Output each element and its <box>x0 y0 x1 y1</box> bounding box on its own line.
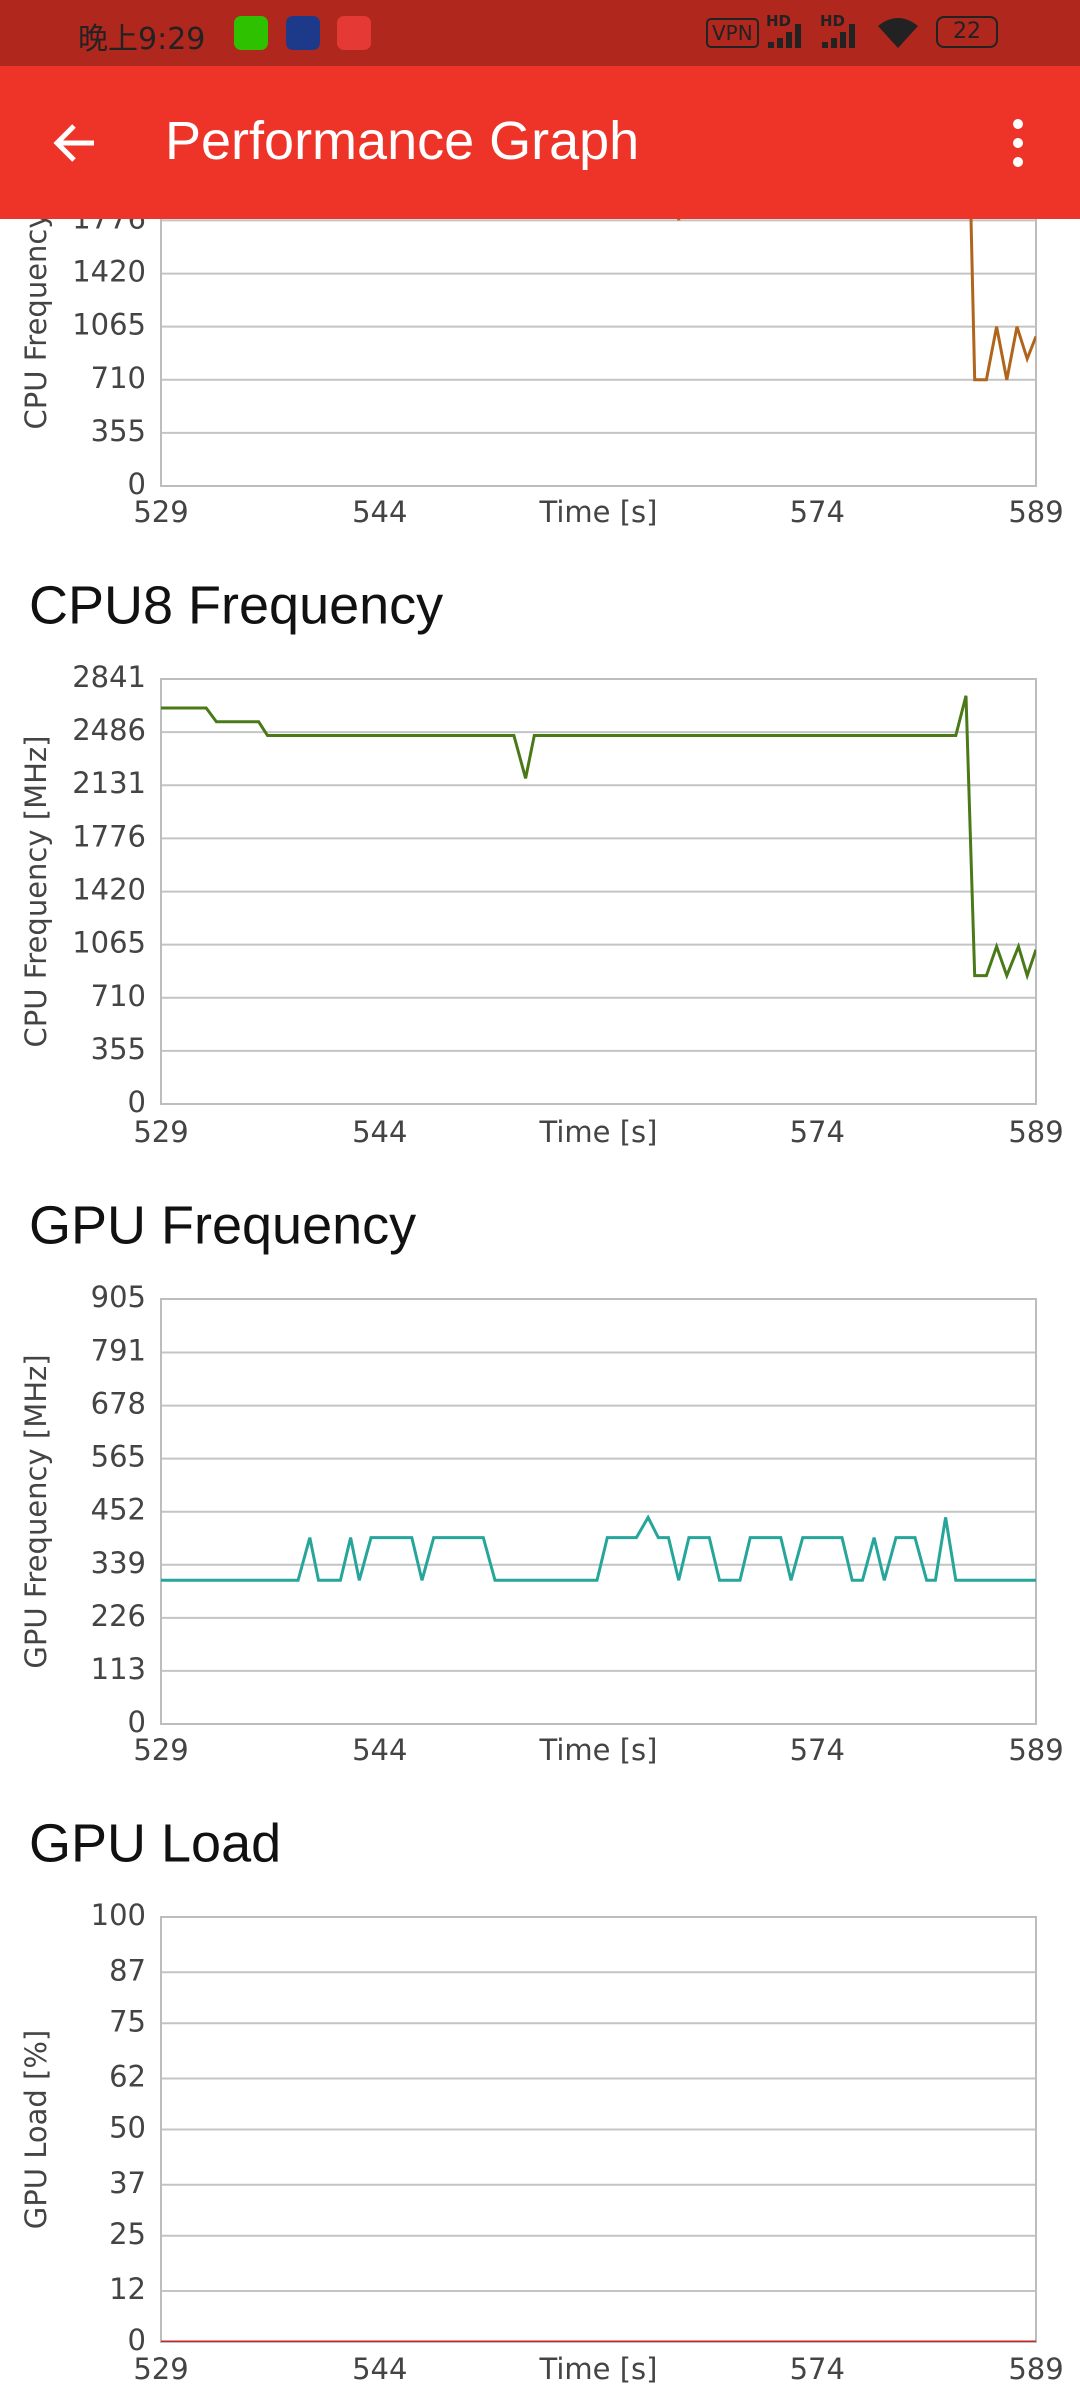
chart-title: GPU Load <box>29 1813 281 1873</box>
x-tick-label: 574 <box>790 1115 845 1149</box>
x-axis-title: Time [s] <box>539 495 658 529</box>
y-tick-label: 0 <box>128 467 146 501</box>
y-tick-label: 2131 <box>72 766 146 800</box>
clock: 晚上9:29 <box>78 22 206 57</box>
x-tick-label: 529 <box>133 495 188 529</box>
chart-title: CPU8 Frequency <box>29 575 443 635</box>
x-tick-label: 589 <box>1008 1733 1063 1767</box>
x-axis-title: Time [s] <box>539 1115 658 1149</box>
x-tick-label: 544 <box>352 1115 407 1149</box>
y-tick-label: 75 <box>109 2004 146 2038</box>
y-tick-label: 791 <box>91 1334 146 1368</box>
y-tick-label: 1776 <box>72 819 146 853</box>
battery: 22 <box>936 16 998 48</box>
vpn-badge: VPN <box>706 18 759 48</box>
back-button[interactable] <box>50 118 100 168</box>
app-icon <box>286 16 320 50</box>
x-tick-label: 574 <box>790 2352 845 2386</box>
y-tick-label: 226 <box>91 1599 146 1633</box>
x-tick-label: 589 <box>1008 495 1063 529</box>
app-bar: Performance Graph <box>0 66 1080 219</box>
hd-badge: HD <box>766 12 792 30</box>
x-axis-title: Time [s] <box>539 2352 658 2386</box>
x-tick-label: 529 <box>133 1115 188 1149</box>
y-tick-label: 12 <box>109 2272 146 2306</box>
y-tick-label: 1420 <box>72 873 146 907</box>
y-tick-label: 2841 <box>72 660 146 694</box>
x-tick-label: 574 <box>790 1733 845 1767</box>
x-tick-label: 544 <box>352 2352 407 2386</box>
y-tick-label: 37 <box>109 2166 146 2200</box>
chart-title: GPU Frequency <box>29 1195 416 1255</box>
y-tick-label: 1065 <box>72 308 146 342</box>
app-title: Performance Graph <box>165 111 640 171</box>
y-axis-title: GPU Load [%] <box>19 2030 53 2229</box>
x-tick-label: 544 <box>352 1733 407 1767</box>
x-tick-label: 574 <box>790 495 845 529</box>
y-tick-label: 62 <box>109 2060 146 2094</box>
x-tick-label: 589 <box>1008 1115 1063 1149</box>
x-tick-label: 544 <box>352 495 407 529</box>
y-tick-label: 678 <box>91 1387 146 1421</box>
y-tick-label: 0 <box>128 1085 146 1119</box>
y-tick-label: 905 <box>91 1280 146 1314</box>
plot-frame <box>160 678 1037 1105</box>
y-tick-label: 87 <box>109 1953 146 1987</box>
data-line <box>161 695 1036 981</box>
plot-frame <box>160 1298 1037 1725</box>
y-tick-label: 1065 <box>72 926 146 960</box>
x-axis-title: Time [s] <box>539 1733 658 1767</box>
app-icon <box>337 16 371 50</box>
y-tick-label: 452 <box>91 1493 146 1527</box>
y-axis-title: CPU Frequency [MHz] <box>19 736 53 1048</box>
y-tick-label: 355 <box>91 414 146 448</box>
y-tick-label: 100 <box>91 1898 146 1932</box>
y-tick-label: 0 <box>128 2323 146 2357</box>
y-tick-label: 50 <box>109 2111 146 2145</box>
y-tick-label: 565 <box>91 1440 146 1474</box>
y-tick-label: 2486 <box>72 713 146 747</box>
signal-icon <box>822 24 855 48</box>
y-tick-label: 710 <box>91 361 146 395</box>
y-tick-label: 1420 <box>72 255 146 289</box>
y-axis-title: GPU Frequency [MHz] <box>19 1354 53 1668</box>
signal-icon <box>768 24 801 48</box>
x-tick-label: 529 <box>133 2352 188 2386</box>
wifi-icon <box>878 18 918 48</box>
y-tick-label: 355 <box>91 1032 146 1066</box>
y-tick-label: 0 <box>128 1705 146 1739</box>
y-tick-label: 710 <box>91 979 146 1013</box>
data-line <box>161 1514 1036 1582</box>
y-tick-label: 339 <box>91 1546 146 1580</box>
menu-button[interactable] <box>1006 116 1030 176</box>
status-bar: 晚上9:29 VPN HD HD 22 <box>0 0 1080 66</box>
hd-badge: HD <box>820 12 846 30</box>
x-tick-label: 589 <box>1008 2352 1063 2386</box>
x-tick-label: 529 <box>133 1733 188 1767</box>
y-tick-label: 25 <box>109 2217 146 2251</box>
y-tick-label: 113 <box>91 1652 146 1686</box>
wechat-icon <box>234 16 268 50</box>
